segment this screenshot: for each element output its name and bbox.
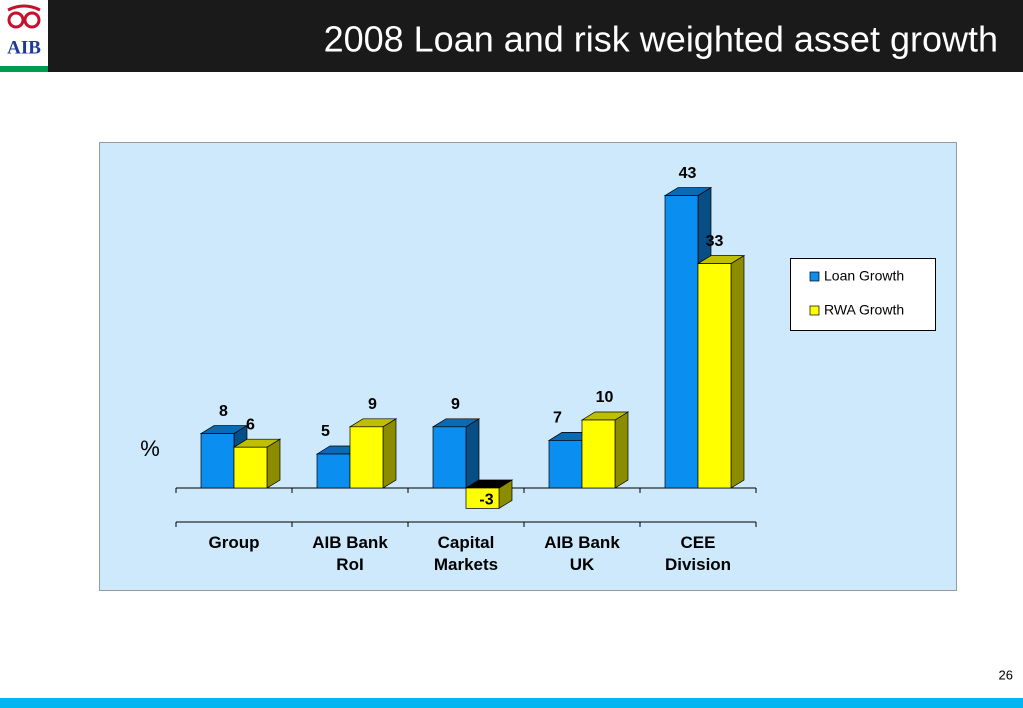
value-label: 33 <box>706 233 724 250</box>
bar-front <box>432 426 467 489</box>
logo-emblem <box>7 4 41 29</box>
value-label: 9 <box>451 396 460 413</box>
x-tick-label-box: Capital Markets <box>433 533 499 574</box>
legend-swatch <box>809 271 820 282</box>
chart-area <box>99 142 957 591</box>
bar-front <box>697 263 732 489</box>
bar-front <box>316 453 351 489</box>
bar-side <box>382 418 397 489</box>
bar <box>348 418 398 489</box>
x-tick-label-box: Group <box>208 533 260 552</box>
bar <box>431 418 481 489</box>
bar-front <box>548 440 583 489</box>
logo-text: AIB <box>7 37 41 58</box>
logo-stripe <box>0 66 48 72</box>
value-label: 43 <box>679 165 697 182</box>
bar-front <box>581 419 616 489</box>
bar-side <box>266 438 281 489</box>
value-label: 9 <box>368 396 377 413</box>
x-tick-label: Group <box>208 533 260 552</box>
value-label: 6 <box>246 416 255 433</box>
legend-label: RWA Growth <box>824 302 904 318</box>
header-bar <box>0 0 1023 72</box>
value-label: 5 <box>321 423 330 440</box>
bar <box>464 479 514 510</box>
bar <box>696 254 746 489</box>
x-tick-label: AIB Bank RoI <box>312 533 388 574</box>
legend-swatch <box>809 305 820 316</box>
legend <box>790 258 936 331</box>
bar-front <box>200 433 235 489</box>
bar-front <box>465 487 500 509</box>
x-tick-label-box: AIB Bank UK <box>544 533 620 574</box>
bar-front <box>349 426 384 489</box>
bar-side <box>730 254 745 489</box>
bar-front <box>233 446 268 489</box>
x-tick-label-box: CEE Division <box>664 533 732 574</box>
bar <box>580 411 630 489</box>
footer-bar <box>0 698 1023 708</box>
slide-title: 2008 Loan and risk weighted asset growth <box>324 19 998 60</box>
value-label: 10 <box>596 389 614 406</box>
x-tick-label: AIB Bank UK <box>544 533 620 574</box>
page-number: 26 <box>999 667 1013 682</box>
value-label: 7 <box>553 410 562 427</box>
value-label: 8 <box>219 403 228 420</box>
x-tick-label-box: AIB Bank RoI <box>312 533 388 574</box>
value-label: -3 <box>479 491 493 508</box>
legend-label: Loan Growth <box>824 268 904 284</box>
bar-front <box>664 195 699 489</box>
x-tick-label: CEE Division <box>664 533 732 574</box>
y-axis-label: % <box>140 436 160 461</box>
x-tick-label: Capital Markets <box>433 533 499 574</box>
bar-side <box>614 411 629 489</box>
bar <box>232 438 282 489</box>
logo-box <box>0 0 48 72</box>
bar-side <box>465 418 480 489</box>
